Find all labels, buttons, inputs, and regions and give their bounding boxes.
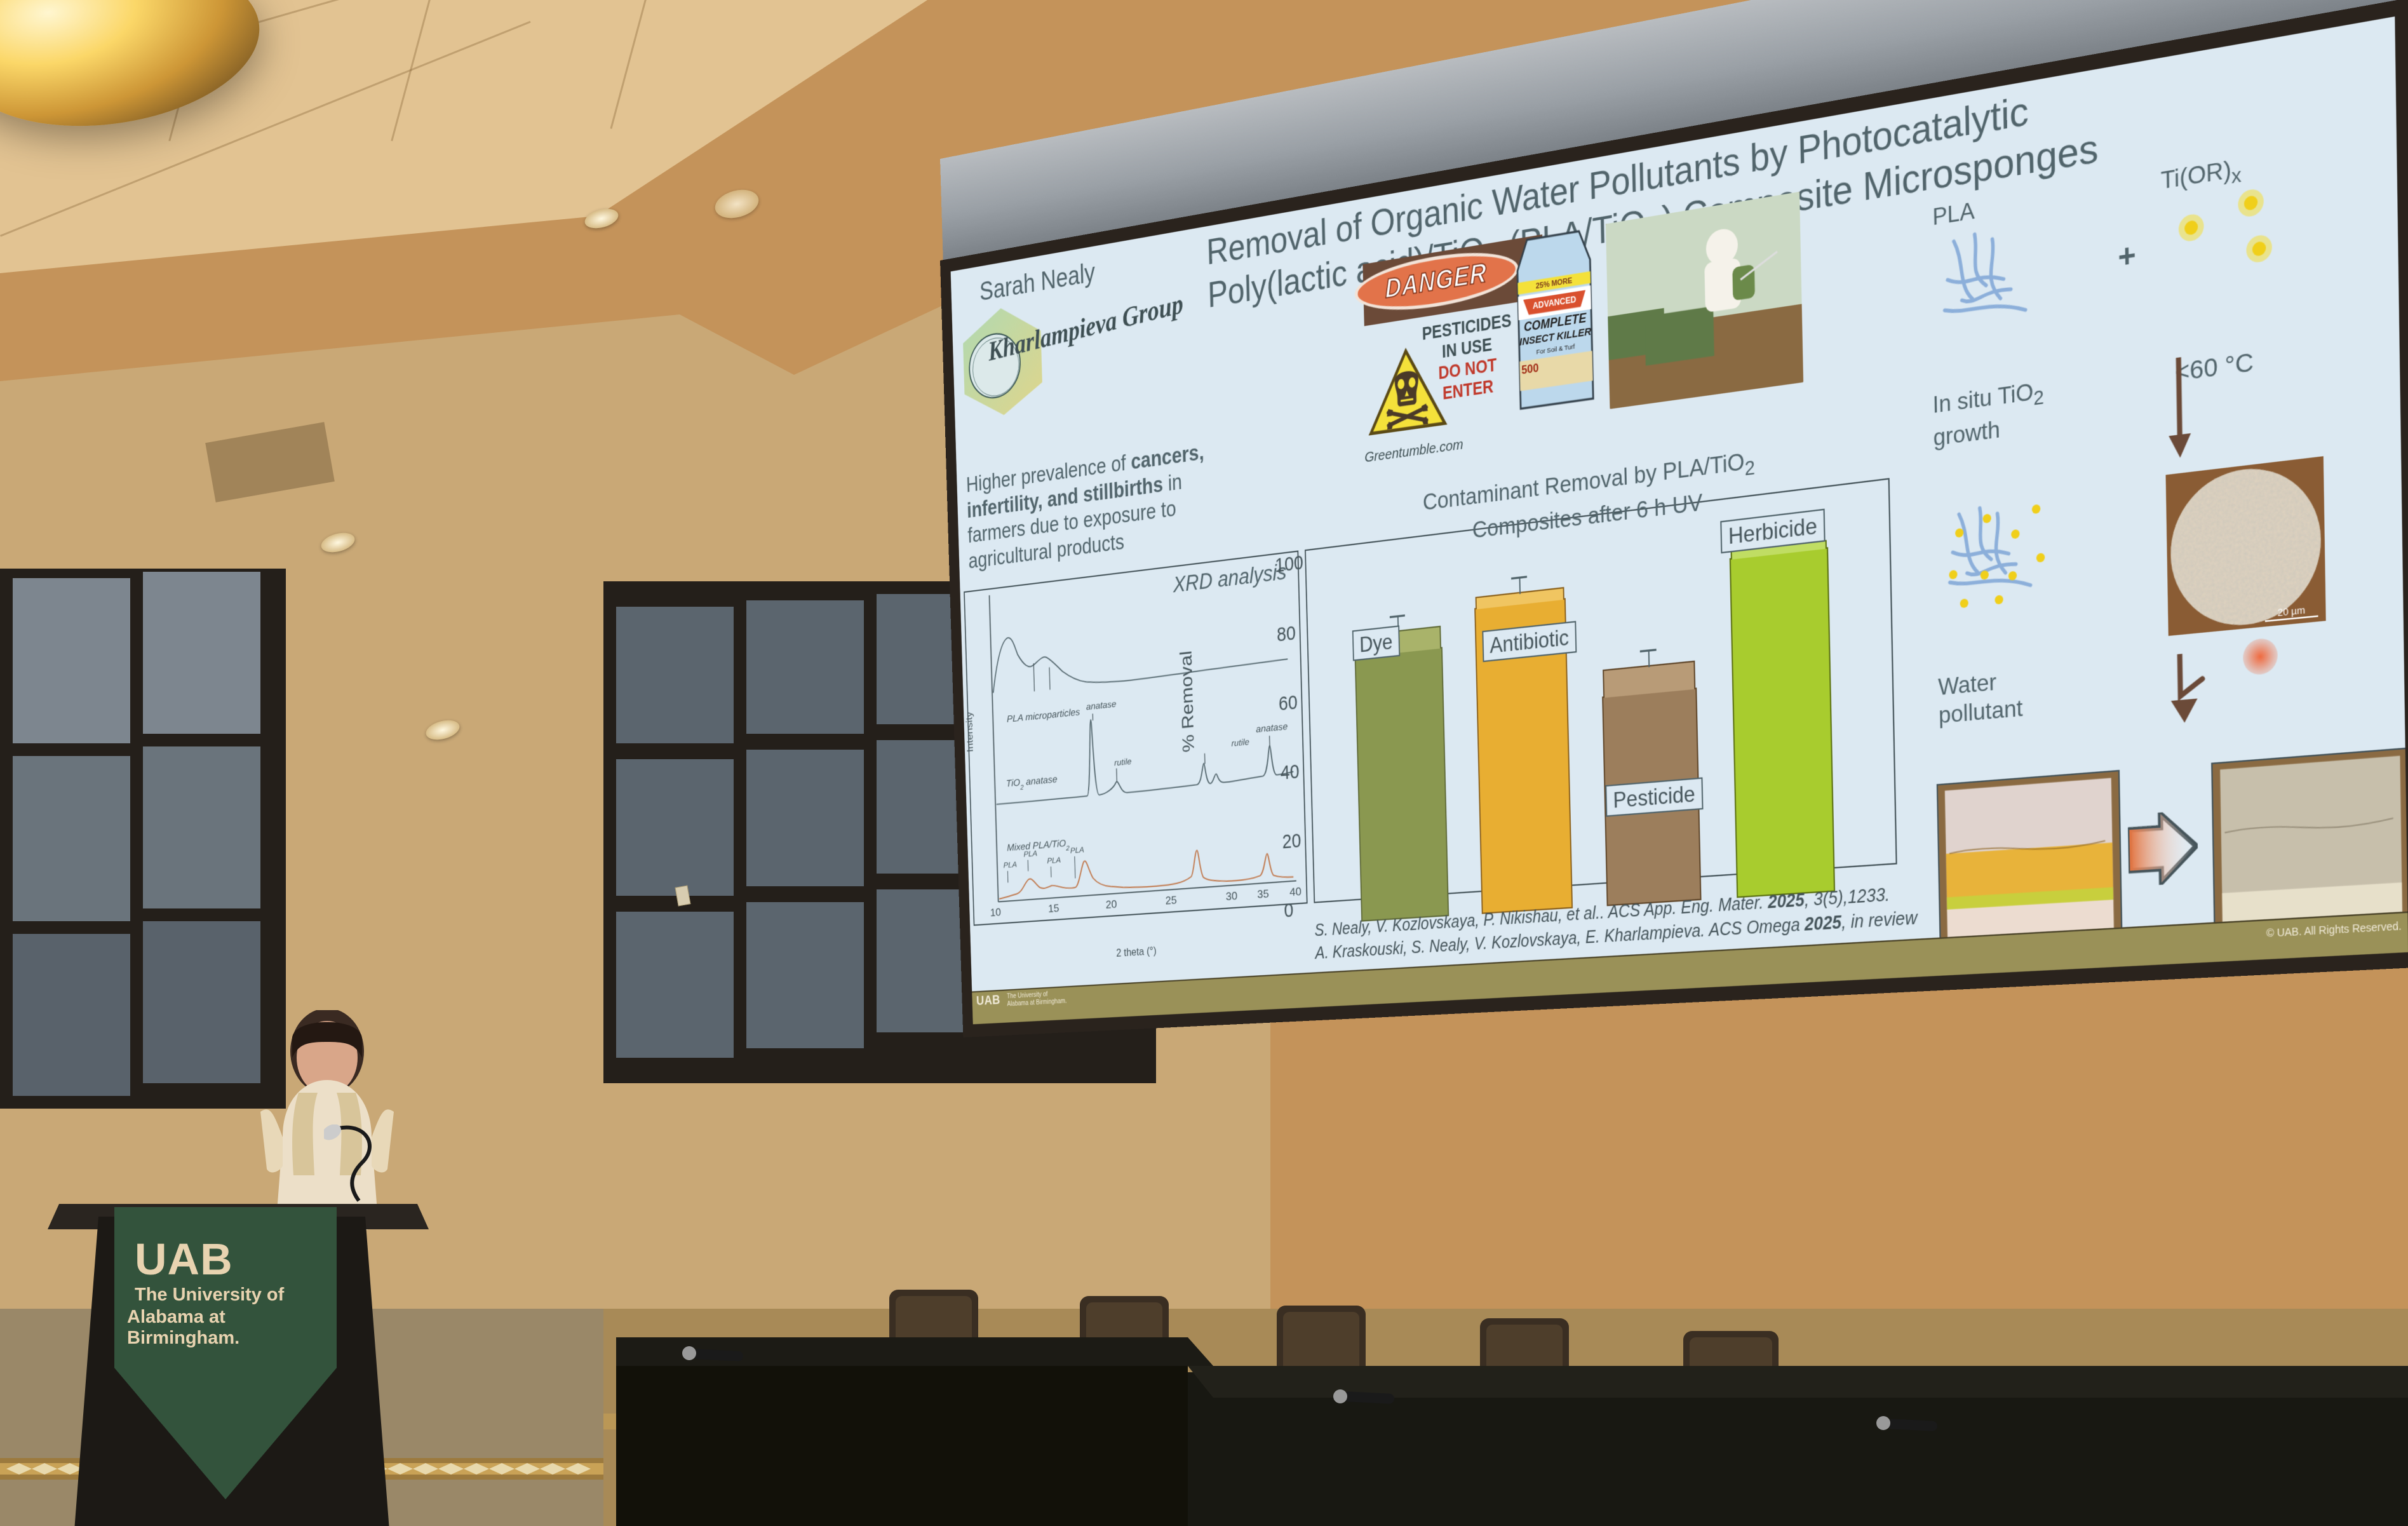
svg-text:PLA: PLA (1070, 846, 1084, 855)
svg-text:20: 20 (1106, 898, 1117, 911)
svg-text:PLA microparticles: PLA microparticles (1007, 706, 1080, 724)
svg-text:35: 35 (1257, 888, 1269, 901)
svg-text:TiO2 anatase: TiO2 anatase (1006, 774, 1058, 793)
svg-text:500: 500 (1521, 362, 1538, 377)
svg-text:PLA: PLA (1003, 861, 1017, 870)
svg-text:rutile: rutile (1114, 756, 1132, 767)
svg-text:Mixed PLA/TiO2: Mixed PLA/TiO2 (1007, 837, 1070, 857)
svg-text:rutile: rutile (1231, 736, 1249, 748)
svg-text:anatase: anatase (1256, 721, 1288, 734)
svg-text:25: 25 (1166, 894, 1177, 907)
svg-text:PLA: PLA (1047, 856, 1061, 866)
svg-text:30: 30 (1226, 890, 1238, 903)
svg-text:anatase: anatase (1086, 699, 1117, 712)
svg-text:PLA: PLA (1023, 849, 1037, 859)
svg-text:40: 40 (1289, 886, 1302, 899)
svg-text:10: 10 (990, 907, 1001, 919)
svg-text:15: 15 (1048, 902, 1059, 915)
